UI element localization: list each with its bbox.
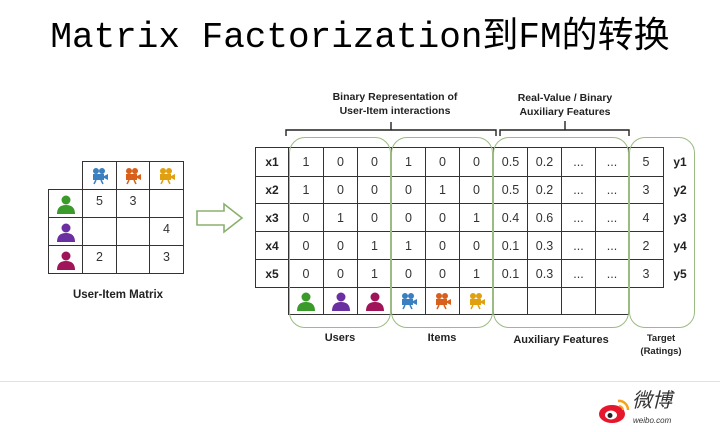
auxiliary-features-group: [493, 137, 629, 328]
divider: [0, 381, 720, 382]
matrix-rating-cell: 5: [82, 189, 117, 218]
matrix-rating-cell: [149, 189, 184, 218]
user-icon: [56, 251, 75, 270]
camera-icon: [435, 293, 451, 310]
target-caption: Target (Ratings): [631, 332, 691, 358]
footer-icon-cell: [357, 287, 392, 315]
matrix-item-header: [116, 161, 150, 190]
matrix-rating-cell: [82, 217, 117, 246]
user-icon: [56, 195, 75, 214]
weibo-brand: 微博: [632, 390, 672, 412]
target-label: y2: [673, 183, 687, 197]
camera-icon: [469, 293, 485, 310]
user-icon: [56, 223, 75, 242]
weibo-logo-icon: [599, 399, 630, 423]
target-caption-line: (Ratings): [640, 346, 682, 357]
header-braces: [285, 121, 630, 136]
camera-icon: [159, 167, 175, 184]
matrix-rating-cell: [116, 217, 150, 246]
items-caption: Items: [427, 332, 457, 344]
matrix-user-header: [48, 189, 83, 218]
target-caption-line: Target: [646, 333, 676, 344]
target-group: [629, 137, 695, 328]
row-label: x4: [255, 231, 289, 260]
target-label: y5: [673, 266, 687, 281]
weibo-domain: weibo.com: [633, 416, 672, 425]
target-label: y3: [673, 210, 687, 225]
matrix-rating-cell: 3: [116, 189, 150, 218]
header-line: Real-Value / Binary: [517, 92, 613, 104]
items-group: [391, 137, 493, 328]
matrix-user-header: [48, 245, 83, 274]
matrix-user-header: [48, 217, 83, 246]
target-label: y1: [673, 155, 687, 169]
matrix-rating-cell: [116, 245, 150, 274]
user-item-matrix-caption: User-Item Matrix: [72, 289, 164, 301]
header-line: Binary Representation of: [332, 91, 458, 103]
users-caption: Users: [324, 332, 356, 344]
row-label: x3: [255, 203, 289, 232]
header-line: Auxiliary Features: [519, 106, 611, 118]
user-icon: [331, 292, 350, 311]
binary-representation-header: Binary Representation of User-Item inter…: [310, 90, 480, 118]
matrix-rating-cell: 2: [82, 245, 117, 274]
header-line: User-Item interactions: [339, 105, 451, 117]
right-arrow-icon: [196, 202, 244, 234]
auxiliary-features-header: Real-Value / Binary Auxiliary Features: [502, 91, 628, 119]
camera-icon: [401, 293, 417, 310]
row-label: x2: [255, 176, 289, 204]
user-icon: [365, 292, 384, 311]
row-label: x5: [255, 259, 289, 288]
user-icon: [297, 292, 315, 311]
row-label: x1: [255, 147, 289, 177]
weibo-watermark: 微博 weibo.com: [598, 390, 698, 430]
matrix-rating-cell: 3: [149, 245, 184, 274]
users-group: [289, 137, 391, 328]
matrix-item-header: [149, 161, 184, 190]
auxiliary-features-caption: Auxiliary Features: [513, 334, 609, 346]
camera-icon: [126, 167, 141, 184]
matrix-rating-cell: 4: [149, 217, 184, 246]
matrix-item-header: [82, 161, 117, 190]
target-label: y4: [673, 238, 687, 253]
camera-icon: [92, 167, 108, 184]
slide-title: Matrix Factorization到FM的转换: [50, 17, 670, 58]
